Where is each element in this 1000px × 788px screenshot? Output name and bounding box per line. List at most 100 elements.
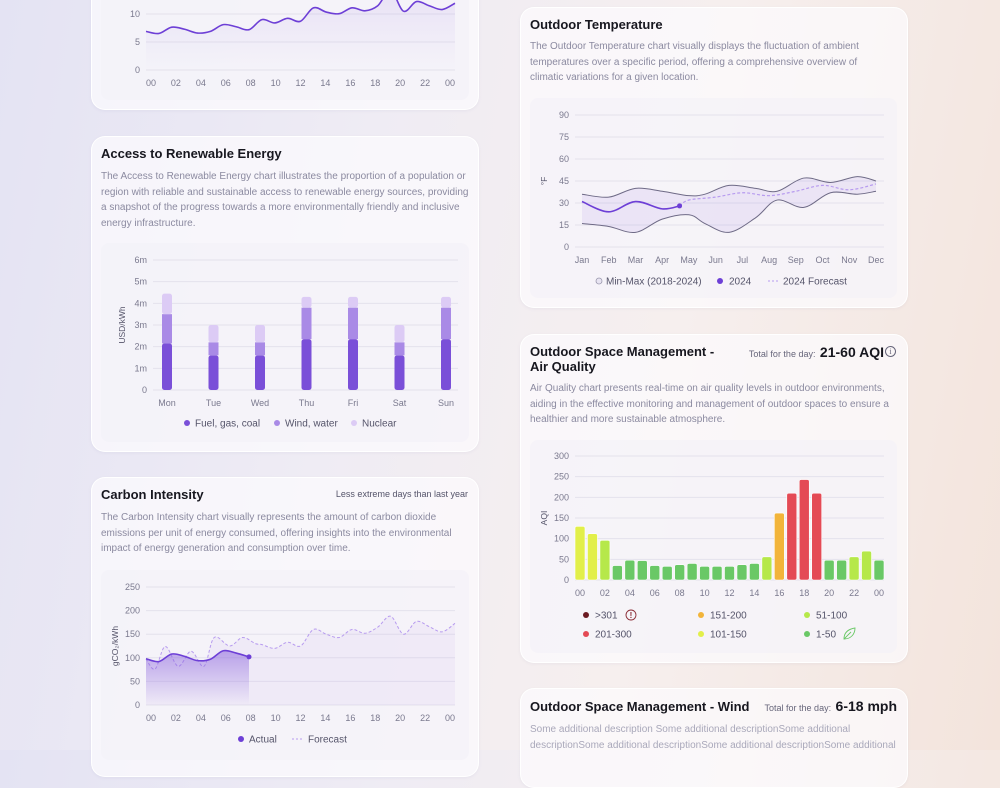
charts-layer: 0510150002040608101214161820220001m2m3m4… bbox=[110, 0, 885, 746]
leaf-icon bbox=[843, 627, 856, 640]
aqi-bar bbox=[574, 525, 586, 581]
y-tick-label: 100 bbox=[125, 653, 140, 663]
y-tick-label: 200 bbox=[125, 606, 140, 616]
aqi-bar bbox=[686, 563, 698, 581]
aqi-bar bbox=[873, 559, 885, 581]
min-line bbox=[581, 190, 877, 233]
aqi-bar bbox=[724, 566, 735, 581]
legend-label: >301 bbox=[595, 611, 618, 622]
legend-label: 1-50 bbox=[816, 630, 836, 641]
bar-segment-fuel-gas-coal bbox=[394, 355, 405, 390]
aqi-bar bbox=[636, 560, 648, 581]
bar-segment-wind-water bbox=[162, 314, 172, 344]
bar-segment-fuel-gas-coal bbox=[255, 355, 265, 390]
y-axis-label: °F bbox=[539, 177, 549, 186]
y-tick-label: 0 bbox=[564, 242, 569, 252]
forecast-line bbox=[145, 615, 456, 670]
aqi-bar bbox=[848, 556, 860, 581]
renewable-title: Access to Renewable Energy bbox=[101, 146, 282, 161]
aqi-bar bbox=[599, 540, 611, 581]
x-tick-label: Aug bbox=[761, 255, 777, 265]
y-tick-label: 250 bbox=[125, 582, 140, 592]
legend-label: Nuclear bbox=[362, 419, 397, 430]
y-tick-label: 45 bbox=[559, 176, 569, 186]
legend-dot bbox=[698, 631, 704, 637]
aqi-bar bbox=[612, 565, 623, 581]
y-tick-label: 2m bbox=[134, 342, 147, 352]
aqi-bar bbox=[774, 512, 785, 581]
x-tick-label: Fri bbox=[348, 398, 359, 408]
y-tick-label: 0 bbox=[564, 575, 569, 585]
x-tick-label: 14 bbox=[320, 78, 330, 88]
actual-area bbox=[146, 650, 249, 705]
y-tick-label: 50 bbox=[130, 676, 140, 686]
y-tick-label: 150 bbox=[554, 513, 569, 523]
y-axis-label: AQI bbox=[539, 511, 549, 526]
wind-total: Total for the day: 6-18 mph bbox=[765, 698, 897, 716]
y-tick-label: 0 bbox=[135, 700, 140, 710]
hourly-line bbox=[145, 0, 456, 35]
x-tick-label: 14 bbox=[749, 588, 759, 598]
air-quality-total-value: 21-60 AQI bbox=[819, 344, 884, 360]
x-tick-label: 14 bbox=[320, 713, 330, 723]
y-tick-label: 15 bbox=[559, 220, 569, 230]
x-tick-label: 20 bbox=[824, 588, 834, 598]
bar-segment-nuclear bbox=[208, 325, 219, 343]
x-tick-label: 08 bbox=[246, 78, 256, 88]
legend-label: 151-200 bbox=[710, 611, 747, 622]
y-tick-label: 250 bbox=[554, 472, 569, 482]
bar-segment-nuclear bbox=[255, 325, 265, 343]
aqi-bar bbox=[798, 479, 810, 581]
legend-dot bbox=[583, 612, 589, 618]
aqi-bar bbox=[786, 492, 798, 581]
x-tick-label: 12 bbox=[724, 588, 734, 598]
y-axis-label: USD/kWh bbox=[117, 306, 127, 344]
x-tick-label: 04 bbox=[196, 78, 206, 88]
bar-segment-fuel-gas-coal bbox=[208, 355, 219, 390]
info-circle-icon[interactable]: i bbox=[885, 346, 896, 357]
x-tick-label: 20 bbox=[395, 713, 405, 723]
legend-label: Wind, water bbox=[285, 419, 338, 430]
x-tick-label: Sep bbox=[788, 255, 804, 265]
aqi-bar bbox=[649, 565, 661, 581]
x-tick-label: Mon bbox=[158, 398, 176, 408]
x-tick-label: May bbox=[680, 255, 698, 265]
x-tick-label: Dec bbox=[868, 255, 885, 265]
x-tick-label: 00 bbox=[445, 78, 455, 88]
x-tick-label: 10 bbox=[271, 713, 281, 723]
legend-dot bbox=[595, 277, 603, 285]
legend-label: 2024 Forecast bbox=[783, 277, 847, 288]
bar-segment-wind-water bbox=[255, 342, 265, 356]
x-tick-label: 04 bbox=[625, 588, 635, 598]
wind-total-label: Total for the day: bbox=[764, 703, 832, 713]
temperature-title: Outdoor Temperature bbox=[530, 17, 663, 32]
aqi-bar bbox=[761, 556, 773, 581]
x-tick-label: 06 bbox=[650, 588, 660, 598]
legend-dot bbox=[804, 612, 810, 618]
alert-icon bbox=[625, 609, 637, 621]
x-tick-label: Feb bbox=[601, 255, 617, 265]
line-2024 bbox=[581, 200, 680, 213]
x-tick-label: Apr bbox=[655, 255, 669, 265]
renewable-description: The Access to Renewable Energy chart ill… bbox=[101, 171, 469, 229]
max-line bbox=[581, 176, 877, 198]
x-tick-label: 00 bbox=[575, 588, 585, 598]
legend-dot bbox=[184, 420, 190, 426]
legend-dot bbox=[583, 631, 589, 637]
actual-end-point bbox=[246, 654, 252, 660]
bar-segment-fuel-gas-coal bbox=[441, 339, 451, 390]
bar-segment-wind-water bbox=[208, 342, 219, 356]
y-tick-label: 30 bbox=[559, 198, 569, 208]
aqi-bar bbox=[811, 492, 823, 581]
y-tick-label: 150 bbox=[125, 629, 140, 639]
x-tick-label: Tue bbox=[206, 398, 221, 408]
y-tick-label: 50 bbox=[559, 554, 569, 564]
x-tick-label: 12 bbox=[295, 713, 305, 723]
temperature-description: The Outdoor Temperature chart visually d… bbox=[530, 41, 859, 83]
legend-label: 101-150 bbox=[710, 630, 747, 641]
x-tick-label: 18 bbox=[370, 78, 380, 88]
y-tick-label: 90 bbox=[559, 110, 569, 120]
bar-segment-nuclear bbox=[348, 296, 358, 308]
bar-segment-wind-water bbox=[394, 342, 405, 356]
bar-segment-fuel-gas-coal bbox=[301, 339, 312, 390]
